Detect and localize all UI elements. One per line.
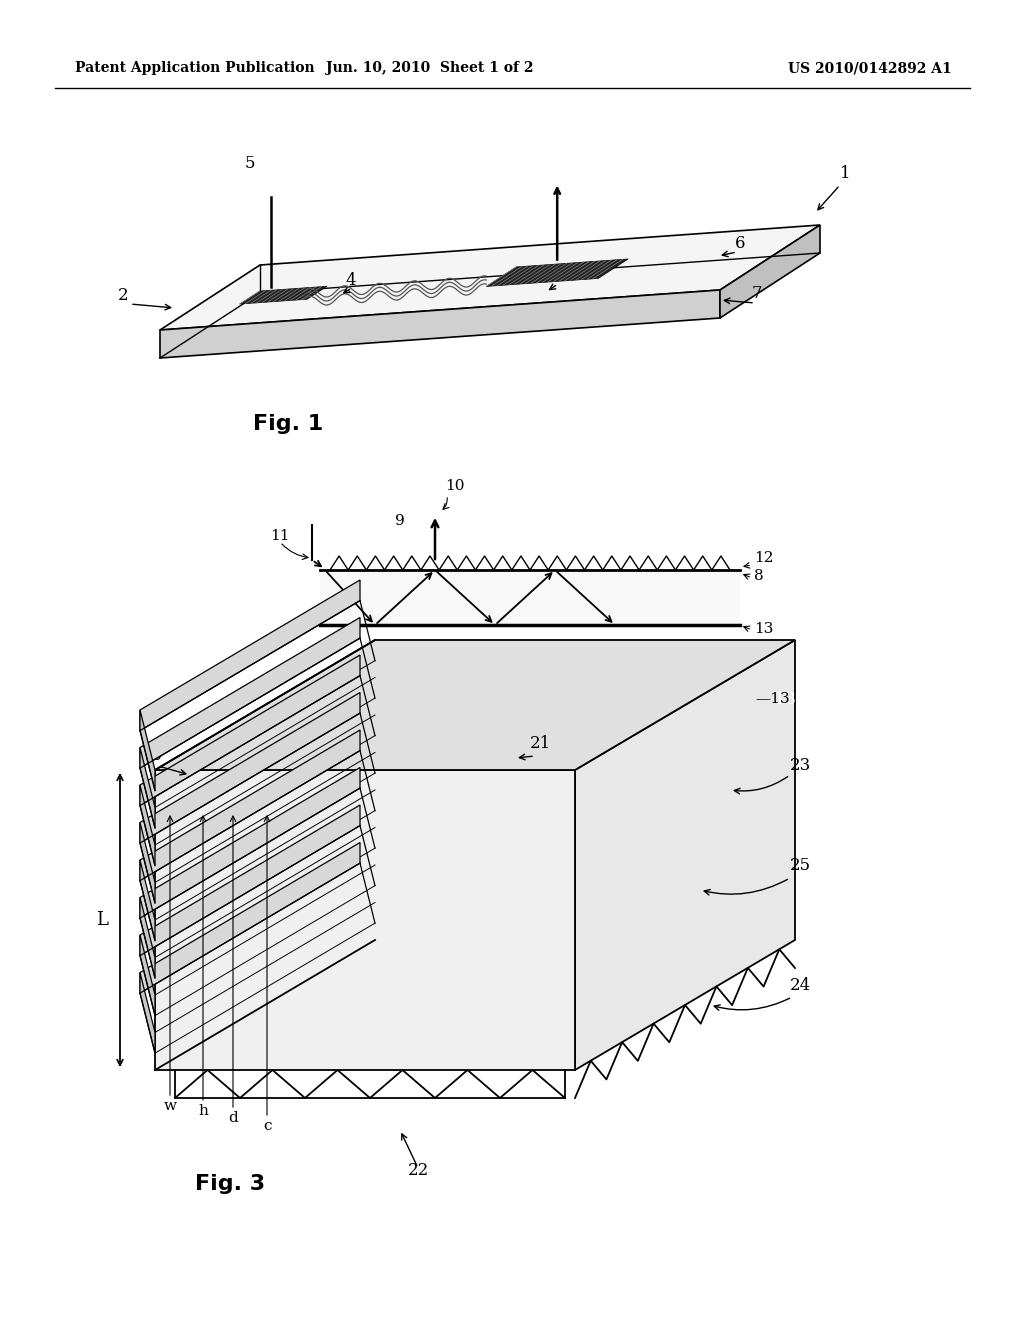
Text: 12: 12	[754, 550, 773, 565]
Text: 3: 3	[555, 265, 565, 282]
Text: —13: —13	[758, 692, 796, 709]
Polygon shape	[140, 579, 360, 731]
Text: —13: —13	[755, 692, 790, 706]
Polygon shape	[140, 973, 155, 1053]
Text: 5: 5	[245, 154, 256, 172]
Text: L: L	[96, 911, 108, 929]
Polygon shape	[160, 290, 720, 358]
Text: 7: 7	[752, 285, 763, 302]
Text: 11: 11	[270, 529, 290, 543]
Text: Fig. 1: Fig. 1	[253, 414, 324, 434]
Text: 13: 13	[754, 622, 773, 636]
Polygon shape	[140, 935, 155, 1015]
Text: 21: 21	[530, 735, 551, 752]
Bar	[319, 570, 740, 624]
Polygon shape	[155, 770, 575, 1071]
Text: c: c	[263, 1119, 271, 1133]
Polygon shape	[140, 693, 360, 843]
Polygon shape	[140, 785, 155, 866]
Text: Fig. 2 (prior art): Fig. 2 (prior art)	[413, 684, 603, 704]
Polygon shape	[140, 655, 360, 805]
Text: d: d	[228, 1111, 238, 1125]
Text: Jun. 10, 2010  Sheet 1 of 2: Jun. 10, 2010 Sheet 1 of 2	[327, 61, 534, 75]
Polygon shape	[140, 710, 155, 791]
Polygon shape	[140, 842, 360, 993]
Polygon shape	[140, 822, 155, 903]
Text: 22: 22	[408, 1162, 429, 1179]
Text: 10: 10	[445, 479, 465, 492]
Text: 20: 20	[142, 747, 163, 764]
Polygon shape	[140, 898, 155, 978]
Text: 24: 24	[790, 977, 811, 994]
Polygon shape	[140, 618, 360, 768]
Polygon shape	[140, 747, 155, 828]
Text: US 2010/0142892 A1: US 2010/0142892 A1	[788, 61, 952, 75]
Polygon shape	[140, 861, 155, 941]
Text: 8: 8	[754, 569, 764, 583]
Text: 6: 6	[735, 235, 745, 252]
Text: Patent Application Publication: Patent Application Publication	[75, 61, 314, 75]
Polygon shape	[575, 640, 795, 1071]
Polygon shape	[140, 767, 360, 919]
Text: Fig. 3: Fig. 3	[195, 1173, 265, 1195]
Text: 25: 25	[790, 857, 811, 874]
Text: 2: 2	[118, 286, 129, 304]
Polygon shape	[486, 259, 628, 286]
Polygon shape	[140, 805, 360, 956]
Text: 23: 23	[790, 756, 811, 774]
Polygon shape	[720, 224, 820, 318]
Polygon shape	[240, 286, 327, 304]
Polygon shape	[155, 640, 795, 770]
Text: 1: 1	[840, 165, 851, 182]
Polygon shape	[140, 730, 360, 880]
Text: w: w	[164, 1100, 176, 1113]
Text: h: h	[198, 1104, 208, 1118]
Text: 4: 4	[345, 272, 355, 289]
Text: 9: 9	[395, 513, 404, 528]
Polygon shape	[160, 224, 820, 330]
